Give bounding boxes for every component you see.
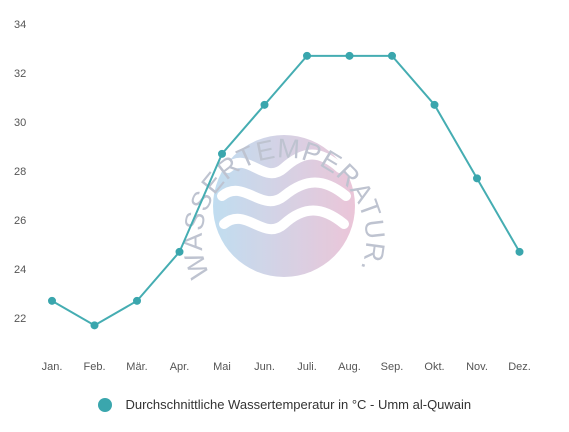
data-point[interactable]	[515, 247, 524, 256]
x-tick-label: Juli.	[297, 361, 317, 373]
x-tick-label: Feb.	[83, 361, 105, 373]
axes: 22 24 26 28 30 32 34 Jan. Feb. Mär. Apr. Mai Jun. Jul…	[14, 19, 531, 373]
y-tick-label: 30	[14, 117, 26, 129]
data-point[interactable]	[90, 321, 99, 330]
x-tick-label: Jan.	[42, 361, 63, 373]
legend-marker	[97, 397, 112, 412]
x-tick-label: Aug.	[338, 361, 361, 373]
data-point[interactable]	[345, 51, 354, 60]
x-tick-label: Nov.	[466, 361, 488, 373]
x-tick-label: Mär.	[126, 361, 147, 373]
data-point[interactable]	[303, 51, 311, 60]
watermark-waves-icon	[217, 149, 351, 235]
watermark-circle	[213, 135, 355, 277]
data-point[interactable]	[388, 51, 396, 60]
y-tick-label: 24	[14, 264, 26, 276]
x-tick-label: Dez.	[508, 361, 531, 373]
x-tick-label: Sep.	[381, 361, 404, 373]
data-point[interactable]	[260, 100, 269, 109]
y-tick-label: 34	[14, 19, 26, 31]
x-tick-label: Mai	[213, 361, 231, 373]
data-point[interactable]	[473, 174, 481, 183]
y-tick-label: 28	[14, 166, 26, 178]
watermark-logo: WASSERTEMPERATUR.ORG	[0, 0, 389, 282]
y-tick-label: 32	[14, 68, 26, 80]
y-tick-label: 22	[14, 313, 26, 325]
x-tick-label: Jun.	[254, 361, 275, 373]
data-point[interactable]	[218, 149, 226, 158]
series	[48, 51, 524, 330]
data-point[interactable]	[175, 247, 184, 256]
series-line	[51, 54, 521, 327]
y-tick-label: 26	[14, 215, 26, 227]
x-tick-label: Apr.	[170, 361, 190, 373]
legend-label: Durchschnittliche Wassertemperatur in °C…	[125, 397, 472, 413]
data-point[interactable]	[133, 296, 141, 305]
x-tick-label: Okt.	[424, 361, 444, 373]
legend: Durchschnittliche Wassertemperatur in °C…	[0, 396, 569, 412]
data-point[interactable]	[48, 296, 56, 305]
data-point[interactable]	[430, 100, 439, 109]
